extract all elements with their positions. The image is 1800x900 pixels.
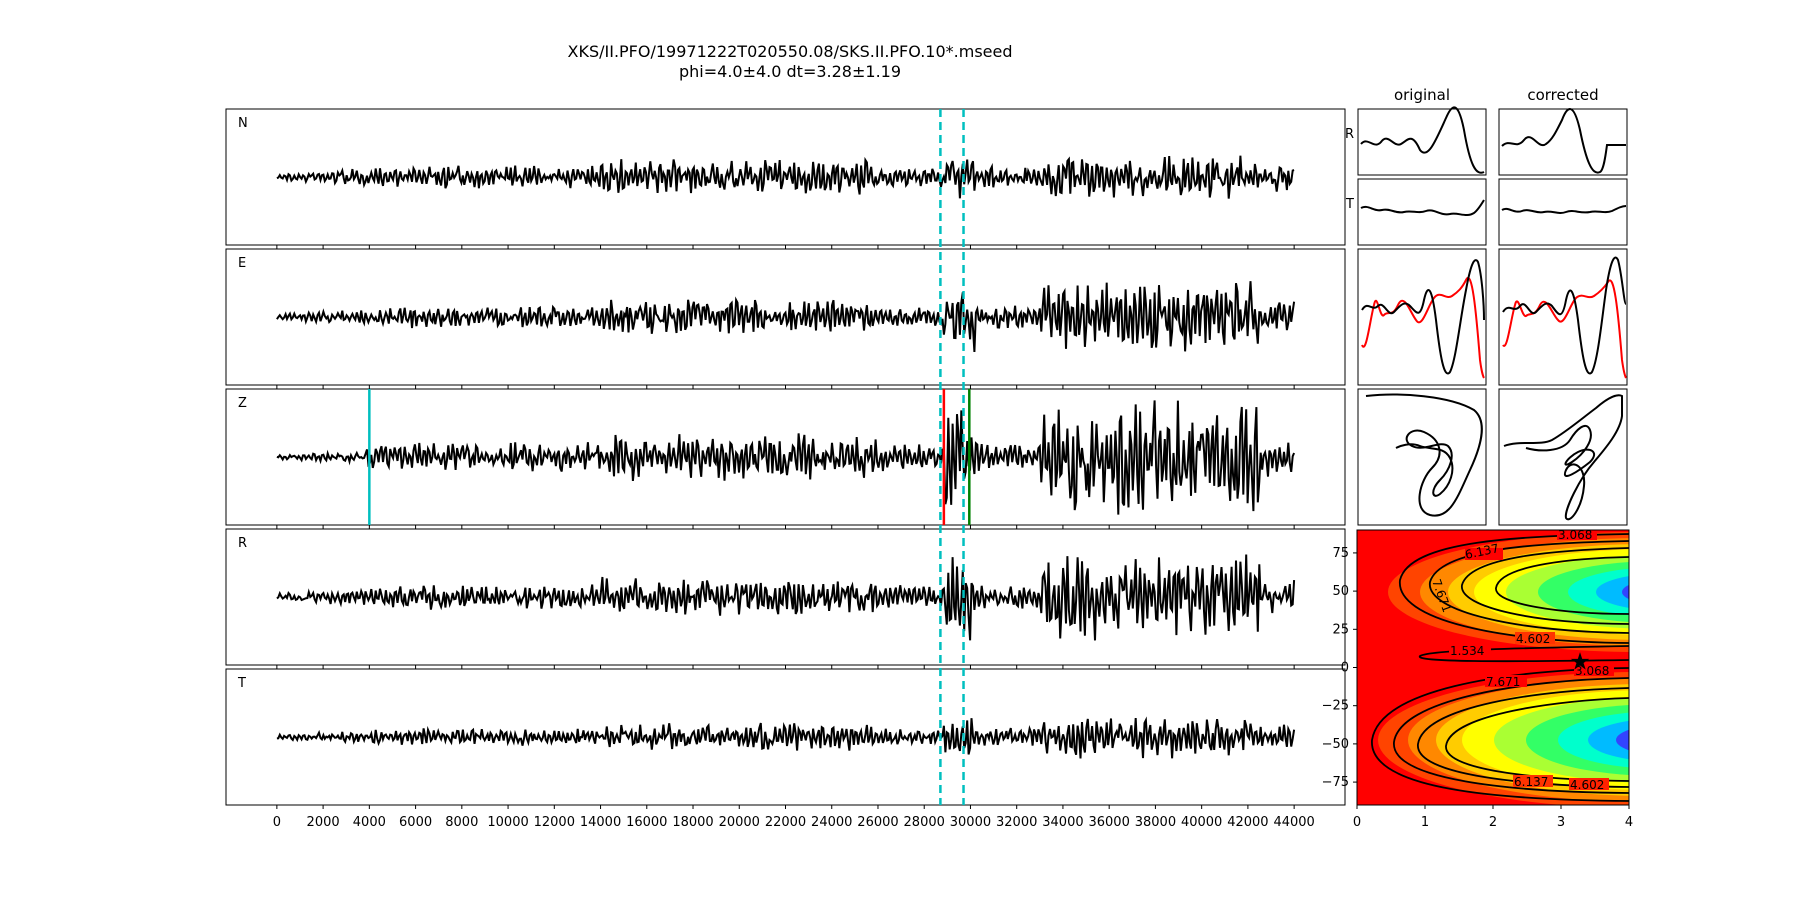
trace-n-waveform bbox=[276, 155, 1295, 199]
error-y-tick-label: −50 bbox=[1322, 737, 1349, 752]
trace-e-waveform bbox=[276, 281, 1296, 352]
original-ne-red-waveform bbox=[1361, 277, 1485, 379]
original-particle-motion-panel bbox=[1357, 388, 1487, 526]
trace-label-z: Z bbox=[238, 396, 247, 411]
corrected-r-panel bbox=[1498, 108, 1628, 176]
x-tick-label: 22000 bbox=[765, 815, 806, 830]
corrected-ne-red-waveform bbox=[1502, 279, 1627, 379]
error-y-tick-label: 0 bbox=[1341, 661, 1349, 676]
trace-panel-z: Z bbox=[225, 388, 1346, 526]
x-tick-label: 38000 bbox=[1135, 815, 1176, 830]
x-tick-label: 4000 bbox=[353, 815, 386, 830]
original-r-panel bbox=[1357, 106, 1487, 176]
row-label-t: T bbox=[1345, 197, 1354, 212]
corrected-particle-motion bbox=[1503, 394, 1623, 521]
trace-label-e: E bbox=[238, 256, 246, 271]
contour-label-7: 7.671 bbox=[1486, 675, 1520, 689]
lower-lobe bbox=[1378, 672, 1629, 805]
corrected-t-waveform bbox=[1501, 205, 1627, 214]
corrected-particle-motion-panel bbox=[1498, 388, 1628, 526]
trace-r-waveform bbox=[276, 554, 1296, 641]
x-tick-label: 10000 bbox=[487, 815, 528, 830]
original-ne-black-waveform bbox=[1361, 259, 1485, 375]
x-tick-label: 16000 bbox=[626, 815, 667, 830]
trace-label-r: R bbox=[238, 536, 247, 551]
x-tick-label: 26000 bbox=[857, 815, 898, 830]
x-tick-label: 34000 bbox=[1042, 815, 1083, 830]
trace-panel-r: R bbox=[225, 528, 1346, 666]
error-x-tick-label: 1 bbox=[1421, 815, 1429, 830]
column-title-original: original bbox=[1394, 86, 1450, 104]
contour-label-4: 4.602 bbox=[1516, 632, 1550, 646]
x-tick-label: 12000 bbox=[534, 815, 575, 830]
error-x-tick-label: 0 bbox=[1353, 815, 1361, 830]
corrected-t-panel bbox=[1498, 178, 1628, 246]
corrected-ne-black-waveform bbox=[1502, 256, 1627, 375]
trace-panel-e: E bbox=[225, 248, 1346, 386]
x-tick-label: 20000 bbox=[719, 815, 760, 830]
x-tick-label: 6000 bbox=[399, 815, 432, 830]
original-ne-panel bbox=[1357, 248, 1487, 386]
original-t-panel bbox=[1357, 178, 1487, 246]
row-label-r: R bbox=[1345, 127, 1354, 142]
trace-x-axis: 0 2000 4000 6000 8000 10000 12000 14000 16000 180… bbox=[273, 245, 1315, 830]
error-y-tick-label: 25 bbox=[1332, 622, 1349, 637]
x-tick-label: 18000 bbox=[672, 815, 713, 830]
trace-panel-n: N bbox=[225, 108, 1346, 246]
original-particle-motion bbox=[1365, 393, 1483, 517]
contour-label-9: 4.602 bbox=[1570, 778, 1604, 792]
trace-label-t: T bbox=[237, 676, 246, 691]
contour-label-6: 3.068 bbox=[1575, 664, 1609, 678]
trace-panel-t: T bbox=[225, 668, 1346, 806]
trace-z-waveform bbox=[276, 400, 1296, 515]
best-fit-star: ★ bbox=[1569, 647, 1591, 675]
error-surface-axes: 0 1 2 3 4 75 50 25 0 −25 −50 −75 bbox=[1322, 546, 1634, 830]
error-x-tick-label: 3 bbox=[1557, 815, 1565, 830]
x-tick-label: 42000 bbox=[1227, 815, 1268, 830]
trace-t-waveform bbox=[276, 716, 1296, 759]
x-tick-label: 32000 bbox=[996, 815, 1037, 830]
error-y-tick-label: −75 bbox=[1322, 775, 1349, 790]
error-x-tick-label: 2 bbox=[1489, 815, 1497, 830]
error-y-tick-label: 50 bbox=[1332, 584, 1349, 599]
x-tick-label: 44000 bbox=[1273, 815, 1314, 830]
corrected-r-waveform bbox=[1501, 108, 1626, 174]
figure-subtitle: phi=4.0±4.0 dt=3.28±1.19 bbox=[679, 62, 901, 81]
x-tick-label: 0 bbox=[273, 815, 281, 830]
error-y-tick-label: 75 bbox=[1332, 546, 1349, 561]
original-t-waveform bbox=[1360, 199, 1485, 216]
contour-label-1: 3.068 bbox=[1558, 528, 1592, 542]
error-x-tick-label: 4 bbox=[1625, 815, 1633, 830]
error-y-tick-label: −25 bbox=[1322, 699, 1349, 714]
x-tick-label: 28000 bbox=[904, 815, 945, 830]
x-tick-label: 36000 bbox=[1088, 815, 1129, 830]
trace-label-n: N bbox=[238, 116, 248, 131]
x-tick-label: 30000 bbox=[950, 815, 991, 830]
pick-lines bbox=[368, 109, 971, 805]
x-tick-label: 40000 bbox=[1181, 815, 1222, 830]
corrected-ne-panel bbox=[1498, 248, 1628, 386]
contour-label-8: 6.137 bbox=[1514, 775, 1548, 789]
error-surface-panel: 3.068 6.137 7.671 4.602 1.534 3.068 7.67… bbox=[1322, 528, 1634, 830]
figure-title: XKS/II.PFO/19971222T020550.08/SKS.II.PFO… bbox=[568, 42, 1013, 61]
original-r-waveform bbox=[1360, 106, 1485, 174]
contour-label-2: 6.137 bbox=[1464, 541, 1501, 562]
x-tick-label: 2000 bbox=[307, 815, 340, 830]
x-tick-label: 8000 bbox=[445, 815, 478, 830]
column-title-corrected: corrected bbox=[1527, 86, 1598, 104]
x-tick-label: 14000 bbox=[580, 815, 621, 830]
x-tick-label: 24000 bbox=[811, 815, 852, 830]
contour-label-5: 1.534 bbox=[1450, 644, 1484, 658]
